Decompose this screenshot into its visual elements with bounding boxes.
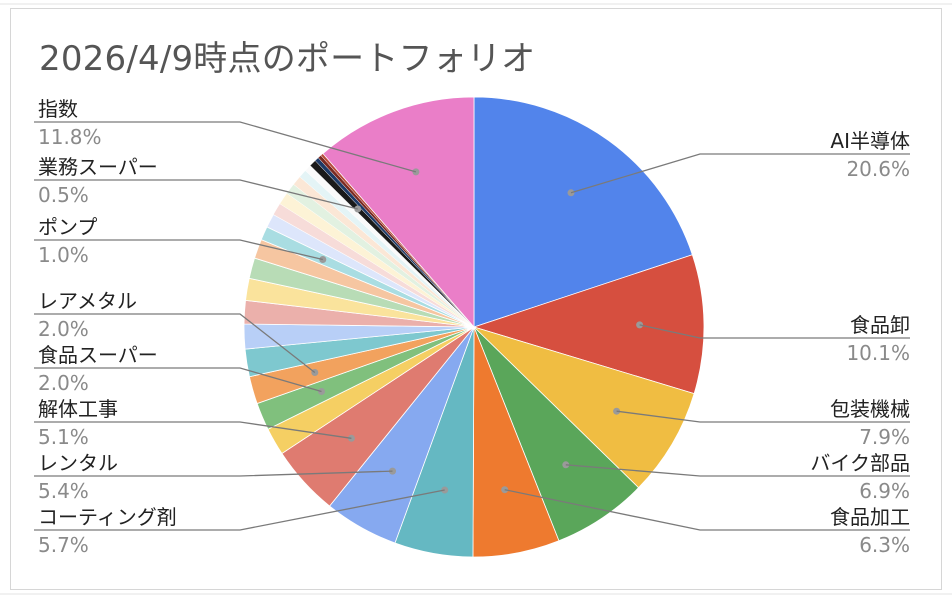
leader-line bbox=[34, 313, 316, 374]
pie-slice-AI半導体[interactable] bbox=[473, 96, 693, 328]
slice-label-percent: 5.1% bbox=[38, 425, 89, 449]
slice-label-percent: 11.8% bbox=[38, 125, 102, 149]
slice-label-percent: 6.9% bbox=[859, 479, 910, 503]
leader-lines bbox=[34, 121, 910, 531]
leader-line bbox=[34, 121, 417, 173]
leader-line bbox=[639, 324, 910, 339]
slice-labels: AI半導体 20.6% 食品卸 10.1% 包装機械 7.9%バイク部品 6.9%食品加工 6… bbox=[38, 97, 910, 557]
leader-line bbox=[565, 464, 910, 477]
chart-title: 2026/4/9時点のポートフォリオ bbox=[39, 39, 536, 79]
pie-slice-包装機械[interactable] bbox=[473, 326, 695, 489]
slice-label-name: レンタル bbox=[38, 451, 118, 475]
slice-label-name: バイク部品 bbox=[810, 451, 910, 475]
leader-line bbox=[34, 367, 322, 393]
slice-label-percent: 6.3% bbox=[859, 533, 910, 557]
slice-label-percent: 5.4% bbox=[38, 479, 89, 503]
slice-label-name: 業務スーパー bbox=[38, 155, 158, 179]
slice-label-percent: 1.0% bbox=[38, 243, 89, 267]
leader-line bbox=[34, 470, 393, 477]
slice-label-name: 解体工事 bbox=[38, 397, 118, 421]
slice-label-percent: 5.7% bbox=[38, 533, 89, 557]
leader-line bbox=[34, 489, 445, 531]
slice-label-name: コーティング剤 bbox=[38, 505, 177, 529]
slice-label-name: AI半導体 bbox=[830, 129, 910, 153]
leader-line bbox=[34, 421, 352, 439]
leader-line bbox=[34, 179, 358, 210]
leader-line bbox=[616, 410, 910, 423]
leader-line bbox=[34, 239, 323, 261]
leader-line bbox=[570, 153, 910, 194]
slice-label-percent: 7.9% bbox=[859, 425, 910, 449]
slice-label-name: 食品スーパー bbox=[38, 343, 158, 367]
slice-label-name: 指数 bbox=[38, 97, 78, 121]
slice-label-name: 食品卸 bbox=[850, 313, 910, 337]
slice-label-name: 食品加工 bbox=[830, 505, 910, 529]
pie-slice-指数[interactable] bbox=[322, 96, 475, 329]
pie-slices bbox=[243, 96, 705, 558]
slice-label-percent: 2.0% bbox=[38, 371, 89, 395]
slice-label-name: ポンプ bbox=[38, 215, 97, 239]
slice-label-percent: 0.5% bbox=[38, 183, 89, 207]
slice-label-name: レアメタル bbox=[38, 289, 137, 313]
pie-slice-食品卸[interactable] bbox=[472, 254, 705, 395]
slice-label-percent: 10.1% bbox=[846, 341, 910, 365]
slice-label-name: 包装機械 bbox=[830, 397, 910, 421]
slice-label-percent: 20.6% bbox=[846, 157, 910, 181]
leader-line bbox=[504, 489, 910, 531]
slice-label-percent: 2.0% bbox=[38, 317, 89, 341]
